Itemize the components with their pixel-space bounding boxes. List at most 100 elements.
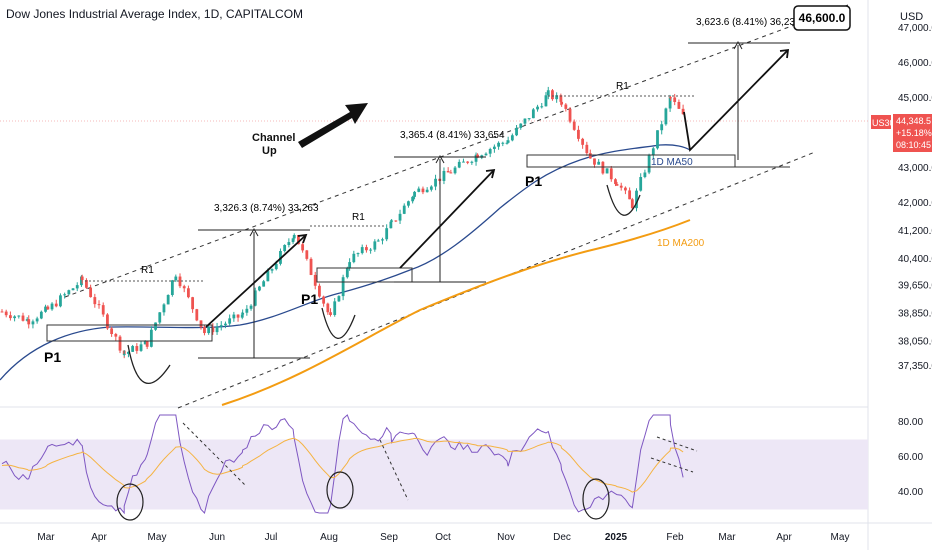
time-axis-tick: Oct (435, 532, 451, 543)
candle-body (211, 326, 215, 333)
candle-body (166, 294, 170, 305)
rsi-line (1, 414, 684, 515)
candle-body (215, 326, 219, 333)
price-axis-tick: 42,000.0 (898, 198, 932, 209)
candle-body (402, 205, 406, 214)
candle-body (515, 127, 518, 136)
candle-body (668, 97, 672, 109)
candle-body (555, 95, 559, 100)
candle-body (75, 285, 79, 289)
candle-body (413, 191, 416, 197)
candle-body (135, 346, 139, 351)
candle-body (297, 235, 300, 245)
candle-body (318, 285, 321, 297)
price-axis-tick: 37,350.0 (898, 361, 932, 372)
candle-body (35, 318, 39, 322)
time-axis-tick: Apr (91, 532, 107, 543)
ma50-line (0, 144, 691, 381)
candle-body (597, 161, 601, 165)
candle-body (114, 334, 118, 337)
candle-body (46, 306, 50, 310)
candle-body (643, 172, 647, 178)
candle-body (609, 168, 613, 180)
candle-body (681, 108, 685, 115)
rsi-axis-tick: 80.00 (898, 417, 923, 428)
time-axis-tick: Sep (380, 532, 398, 543)
candle-body (195, 309, 199, 321)
candle-body (669, 97, 672, 99)
candle-body (63, 294, 67, 296)
time-axis-tick: May (831, 532, 850, 543)
candle-body (85, 280, 88, 288)
p1-label-1: P1 (44, 349, 61, 365)
candle-body (89, 287, 93, 298)
candle-body (551, 90, 554, 100)
target-label: 46,600.0 (799, 11, 846, 25)
ma200-label: 1D MA200 (657, 238, 705, 249)
candle-body (80, 276, 83, 286)
candle-body (262, 281, 266, 287)
candle-body (624, 187, 627, 191)
candle-body (97, 304, 101, 306)
support-box-1 (46, 324, 213, 342)
candle-body (560, 101, 564, 105)
bottom-arc-3 (606, 184, 641, 216)
candle-body (224, 323, 227, 326)
candle-body (411, 196, 415, 202)
candle-body (568, 108, 572, 122)
candle-body (341, 277, 345, 297)
candle-body (283, 245, 287, 252)
price-tag-time: 08:10:45 (896, 140, 931, 150)
candle-body (360, 247, 364, 254)
candle-body (497, 142, 500, 147)
candle-body (236, 314, 240, 318)
time-axis-tick: Mar (718, 532, 736, 543)
candle-body (25, 319, 29, 321)
candle-body (143, 340, 147, 345)
candle-body (373, 241, 377, 250)
candle-body (219, 325, 223, 327)
candle-body (476, 154, 479, 158)
ma200-line (221, 219, 691, 406)
ma50-label: 1D MA50 (651, 157, 693, 168)
candle-body (54, 303, 58, 307)
candle-body (191, 297, 195, 310)
candle-body (453, 167, 457, 174)
candle-body (322, 296, 326, 304)
candle-body (291, 238, 295, 243)
candle-body (13, 316, 16, 319)
rsi-circle-2 (326, 471, 354, 509)
candle-body (149, 329, 153, 347)
candle-body (178, 276, 182, 287)
candle-body (59, 295, 62, 307)
candle-body (249, 305, 253, 309)
candle-body (313, 274, 317, 286)
measure-2-label: 3,365.4 (8.41%) 33,654 (400, 130, 505, 141)
candle-body (266, 270, 270, 282)
candle-body (619, 185, 623, 188)
candle-body (593, 158, 596, 165)
price-axis-tick: 38,850.0 (898, 308, 932, 319)
rsi-ma-line (1, 437, 684, 493)
candle-body (17, 315, 21, 317)
candle-body (601, 161, 605, 174)
candle-body (394, 220, 398, 222)
candle-body (536, 106, 539, 110)
candle-body (258, 286, 261, 291)
candle-body (9, 315, 12, 319)
candle-body (21, 315, 25, 321)
candle-body (305, 250, 309, 259)
candle-body (71, 288, 75, 291)
candle-body (50, 303, 54, 310)
target-box (793, 5, 851, 31)
candle-body (369, 249, 373, 251)
candle-body (572, 121, 576, 130)
candle-body (421, 188, 425, 193)
candle-body (122, 353, 126, 355)
candle-body (385, 228, 389, 240)
candle-body (614, 179, 617, 185)
symbol-tag (871, 115, 891, 129)
candle-body (348, 262, 352, 269)
candle-body (326, 303, 330, 313)
